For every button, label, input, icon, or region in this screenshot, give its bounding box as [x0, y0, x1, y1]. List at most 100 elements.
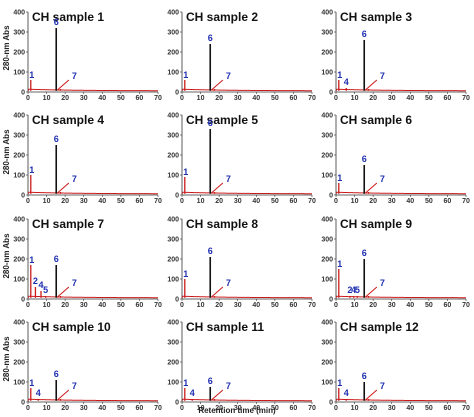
x-tick-label: 50	[117, 198, 125, 205]
y-tick-label: 100	[321, 276, 333, 283]
x-tick-label: 50	[271, 405, 279, 412]
peak-label: 5	[355, 285, 360, 295]
peak-label: 4	[36, 388, 41, 398]
peak-label: 6	[208, 118, 213, 128]
x-tick-label: 60	[444, 198, 452, 205]
x-tick-label: 0	[26, 405, 30, 412]
y-tick-label: 0	[21, 89, 25, 96]
peak-label: 1	[337, 173, 342, 183]
y-tick-label: 400	[167, 319, 179, 326]
x-tick-label: 40	[252, 95, 260, 102]
x-tick-label: 70	[308, 95, 316, 102]
y-tick-label: 0	[175, 89, 179, 96]
x-tick-label: 20	[215, 95, 223, 102]
x-tick-label: 30	[388, 95, 396, 102]
y-tick-label: 100	[321, 172, 333, 179]
peak-label: 1	[337, 259, 342, 269]
y-tick-label: 100	[167, 276, 179, 283]
peak-label: 1	[29, 165, 34, 175]
x-tick-label: 70	[154, 302, 162, 309]
peak-label: 4	[190, 388, 195, 398]
peak-label: 4	[38, 280, 43, 290]
x-tick-label: 40	[406, 405, 414, 412]
y-tick-label: 300	[321, 132, 333, 139]
peak-label: 1	[337, 378, 342, 388]
panel-title: CH sample 9	[340, 217, 412, 231]
peak-label: 6	[208, 33, 213, 43]
x-tick-label: 10	[43, 302, 51, 309]
peak-label: 7	[226, 174, 231, 184]
x-tick-label: 10	[351, 95, 359, 102]
y-tick-label: 200	[13, 256, 25, 263]
x-tick-label: 0	[26, 198, 30, 205]
peak-tail-line	[210, 389, 224, 401]
panel-title: CH sample 6	[340, 113, 412, 127]
x-tick-label: 0	[334, 405, 338, 412]
y-tick-label: 400	[321, 216, 333, 223]
peak-tail-line	[56, 389, 70, 401]
y-tick-label: 0	[175, 399, 179, 406]
y-tick-label: 200	[321, 256, 333, 263]
y-tick-label: 400	[321, 112, 333, 119]
y-tick-label: 100	[321, 69, 333, 76]
chromatogram-trace	[335, 295, 466, 299]
peak-label: 7	[380, 71, 385, 81]
y-tick-label: 400	[13, 112, 25, 119]
y-axis-title: 280-nm Abs	[2, 25, 11, 71]
y-tick-label: 100	[13, 172, 25, 179]
chromatogram-trace	[181, 398, 312, 402]
peak-label: 7	[380, 278, 385, 288]
x-tick-label: 50	[425, 405, 433, 412]
x-tick-label: 70	[154, 405, 162, 412]
peak-label: 1	[183, 378, 188, 388]
y-axis-title: 280-nm Abs	[2, 129, 11, 175]
chart-panel: 0 100 200 300 400 0 10 20 30 40 50 60 70 CH sample 2 1…	[167, 9, 316, 102]
x-tick-label: 40	[98, 405, 106, 412]
x-tick-label: 60	[136, 198, 144, 205]
chart-panel: 0 100 200 300 400 0 10 20 30 40 50 60 70 CH sample 4 1…	[13, 112, 162, 205]
peak-label: 6	[208, 246, 213, 256]
y-tick-label: 400	[13, 216, 25, 223]
x-tick-label: 50	[271, 302, 279, 309]
y-tick-label: 100	[167, 172, 179, 179]
y-tick-label: 200	[167, 359, 179, 366]
chart-panel: 0 100 200 300 400 0 10 20 30 40 50 60 70 CH sample 9 1…	[321, 216, 470, 309]
y-tick-label: 300	[321, 29, 333, 36]
chart-panel: 0 100 200 300 400 0 10 20 30 40 50 60 70 CH sample 5 1…	[167, 112, 316, 205]
y-axis-title: 280-nm Abs	[2, 233, 11, 279]
peak-label: 7	[72, 278, 77, 288]
x-tick-label: 30	[388, 302, 396, 309]
chart-panel: 0 100 200 300 400 0 10 20 30 40 50 60 70 CH sample 3 1…	[321, 9, 470, 102]
peak-label: 1	[29, 255, 34, 265]
peak-label: 7	[226, 278, 231, 288]
peak-label: 1	[183, 70, 188, 80]
x-tick-label: 10	[197, 95, 205, 102]
peak-label: 6	[54, 254, 59, 264]
x-tick-label: 20	[215, 302, 223, 309]
x-tick-label: 40	[98, 198, 106, 205]
y-tick-label: 200	[13, 359, 25, 366]
y-tick-label: 300	[13, 236, 25, 243]
x-tick-label: 0	[180, 302, 184, 309]
y-tick-label: 0	[21, 399, 25, 406]
panel-title: CH sample 8	[186, 217, 258, 231]
y-tick-label: 400	[13, 319, 25, 326]
y-tick-label: 100	[13, 276, 25, 283]
panel-title: CH sample 2	[186, 10, 258, 24]
x-tick-label: 50	[271, 198, 279, 205]
x-tick-label: 70	[462, 405, 470, 412]
peak-label: 6	[362, 371, 367, 381]
x-tick-label: 50	[117, 405, 125, 412]
y-tick-label: 300	[167, 29, 179, 36]
y-tick-label: 400	[13, 9, 25, 16]
x-tick-label: 30	[80, 405, 88, 412]
y-tick-label: 300	[321, 339, 333, 346]
peak-label: 6	[362, 29, 367, 39]
y-tick-label: 100	[13, 69, 25, 76]
x-tick-label: 70	[462, 198, 470, 205]
x-tick-label: 60	[290, 95, 298, 102]
x-tick-label: 40	[406, 302, 414, 309]
x-tick-label: 20	[61, 95, 69, 102]
chart-panel: 0 100 200 300 400 0 10 20 30 40 50 60 70 CH sample 8 1…	[167, 216, 316, 309]
